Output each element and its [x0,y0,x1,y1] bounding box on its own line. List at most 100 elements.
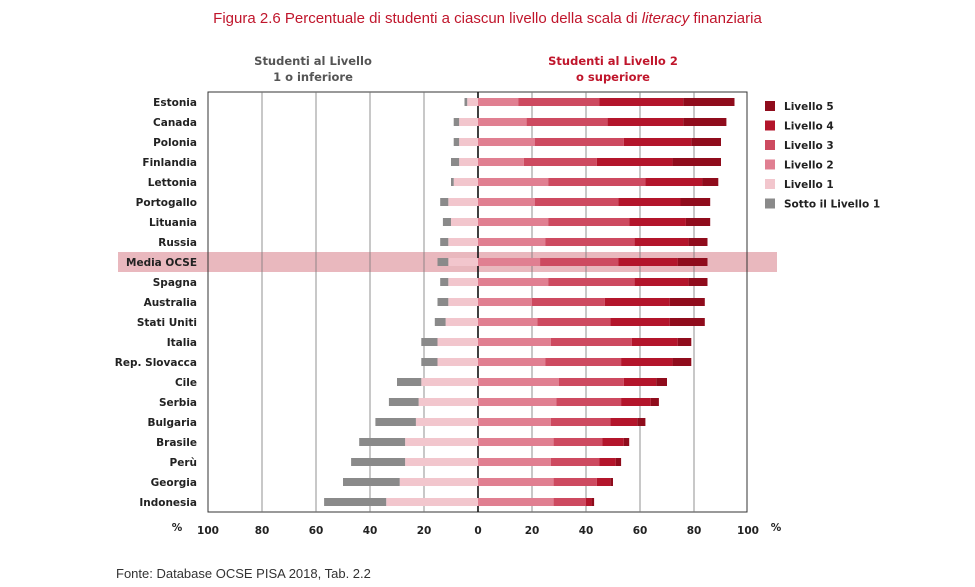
bar-livello-1 [399,478,478,486]
bar-livello-3 [550,458,600,466]
bar-livello-4 [618,258,678,266]
category-label: Serbia [159,397,197,409]
bar-livello-5 [683,118,727,126]
title-main: Figura 2.6 Percentuale di studenti a cia… [213,10,642,27]
bar-livello-2 [478,438,554,446]
bar-livello-1 [448,298,478,306]
category-label: Media OCSE [126,257,197,269]
title-italic: literacy [641,10,690,27]
bar-livello-5 [685,218,711,226]
bar-livello-5 [677,338,692,346]
x-tick-label: 40 [579,525,594,537]
bar-livello-3 [553,478,597,486]
bar-sotto-livello-1 [388,398,419,406]
bar-livello-2 [478,318,538,326]
bar-livello-1 [437,338,478,346]
bar-livello-5 [669,318,705,326]
bar-livello-3 [556,398,622,406]
bar-livello-4 [618,198,681,206]
bar-livello-1 [448,198,478,206]
bar-livello-1 [459,158,478,166]
bar-livello-5 [702,178,719,186]
bar-sotto-livello-1 [343,478,400,486]
bar-livello-3 [540,258,619,266]
x-tick-label: 0 [474,525,481,537]
bar-sotto-livello-1 [440,278,449,286]
bar-livello-4 [596,158,673,166]
category-label: Portogallo [136,197,197,209]
bar-livello-5 [680,198,711,206]
bar-livello-3 [526,118,608,126]
bar-livello-2 [478,158,524,166]
bar-sotto-livello-1 [434,318,446,326]
bar-livello-4 [586,498,592,506]
bar-livello-5 [683,98,735,106]
bar-livello-4 [634,278,689,286]
bar-sotto-livello-1 [453,138,460,146]
bar-livello-5 [615,458,622,466]
bar-sotto-livello-1 [440,198,449,206]
bar-livello-5 [610,478,613,486]
bar-livello-4 [629,218,686,226]
x-tick-label: 60 [309,525,324,537]
bar-livello-1 [467,98,478,106]
bar-livello-1 [418,398,478,406]
bar-livello-4 [607,118,684,126]
bar-livello-3 [545,238,635,246]
bar-sotto-livello-1 [464,98,468,106]
bar-livello-1 [386,498,478,506]
bar-livello-2 [478,98,519,106]
bar-livello-3 [532,298,605,306]
legend-swatch [765,101,775,111]
bar-livello-3 [548,178,646,186]
bar-livello-5 [637,418,646,426]
category-label: Cile [175,377,197,389]
bar-livello-4 [599,458,616,466]
bar-sotto-livello-1 [359,438,406,446]
bar-livello-2 [478,478,554,486]
category-label: Estonia [153,97,197,109]
bar-livello-1 [405,458,478,466]
legend-label: Livello 3 [784,140,834,152]
bar-livello-1 [405,438,478,446]
title-end: finanziaria [689,10,762,27]
bar-livello-5 [672,358,692,366]
bar-livello-1 [415,418,478,426]
x-tick-label: 80 [687,525,702,537]
bar-livello-2 [478,278,549,286]
bar-sotto-livello-1 [375,418,416,426]
bar-livello-4 [596,478,611,486]
bar-livello-1 [451,218,478,226]
bar-livello-5 [672,158,721,166]
bar-sotto-livello-1 [440,238,449,246]
bar-livello-4 [610,418,638,426]
legend-label: Livello 1 [784,179,834,191]
bar-livello-2 [478,118,527,126]
bar-livello-2 [478,238,546,246]
bar-livello-4 [602,438,624,446]
x-tick-label: 60 [633,525,648,537]
bar-livello-4 [634,238,689,246]
bar-livello-1 [448,258,478,266]
category-label: Bulgaria [147,417,197,429]
bar-livello-3 [523,158,597,166]
category-label: Russia [158,237,197,249]
source-note: Fonte: Database OCSE PISA 2018, Tab. 2.2 [116,566,371,581]
bar-livello-1 [421,378,478,386]
bar-livello-3 [550,418,611,426]
legend-swatch [765,179,775,189]
x-tick-label: 100 [197,525,219,537]
bar-livello-2 [478,398,557,406]
bar-livello-2 [478,378,559,386]
bar-livello-2 [478,458,551,466]
bar-livello-5 [677,258,708,266]
bar-livello-3 [537,318,611,326]
bar-livello-2 [478,358,546,366]
bar-livello-5 [688,238,708,246]
x-tick-label: 20 [417,525,432,537]
bar-livello-4 [623,138,692,146]
legend-swatch [765,120,775,131]
category-label: Brasile [156,437,197,449]
bar-livello-4 [645,178,703,186]
category-label: Italia [167,337,197,349]
